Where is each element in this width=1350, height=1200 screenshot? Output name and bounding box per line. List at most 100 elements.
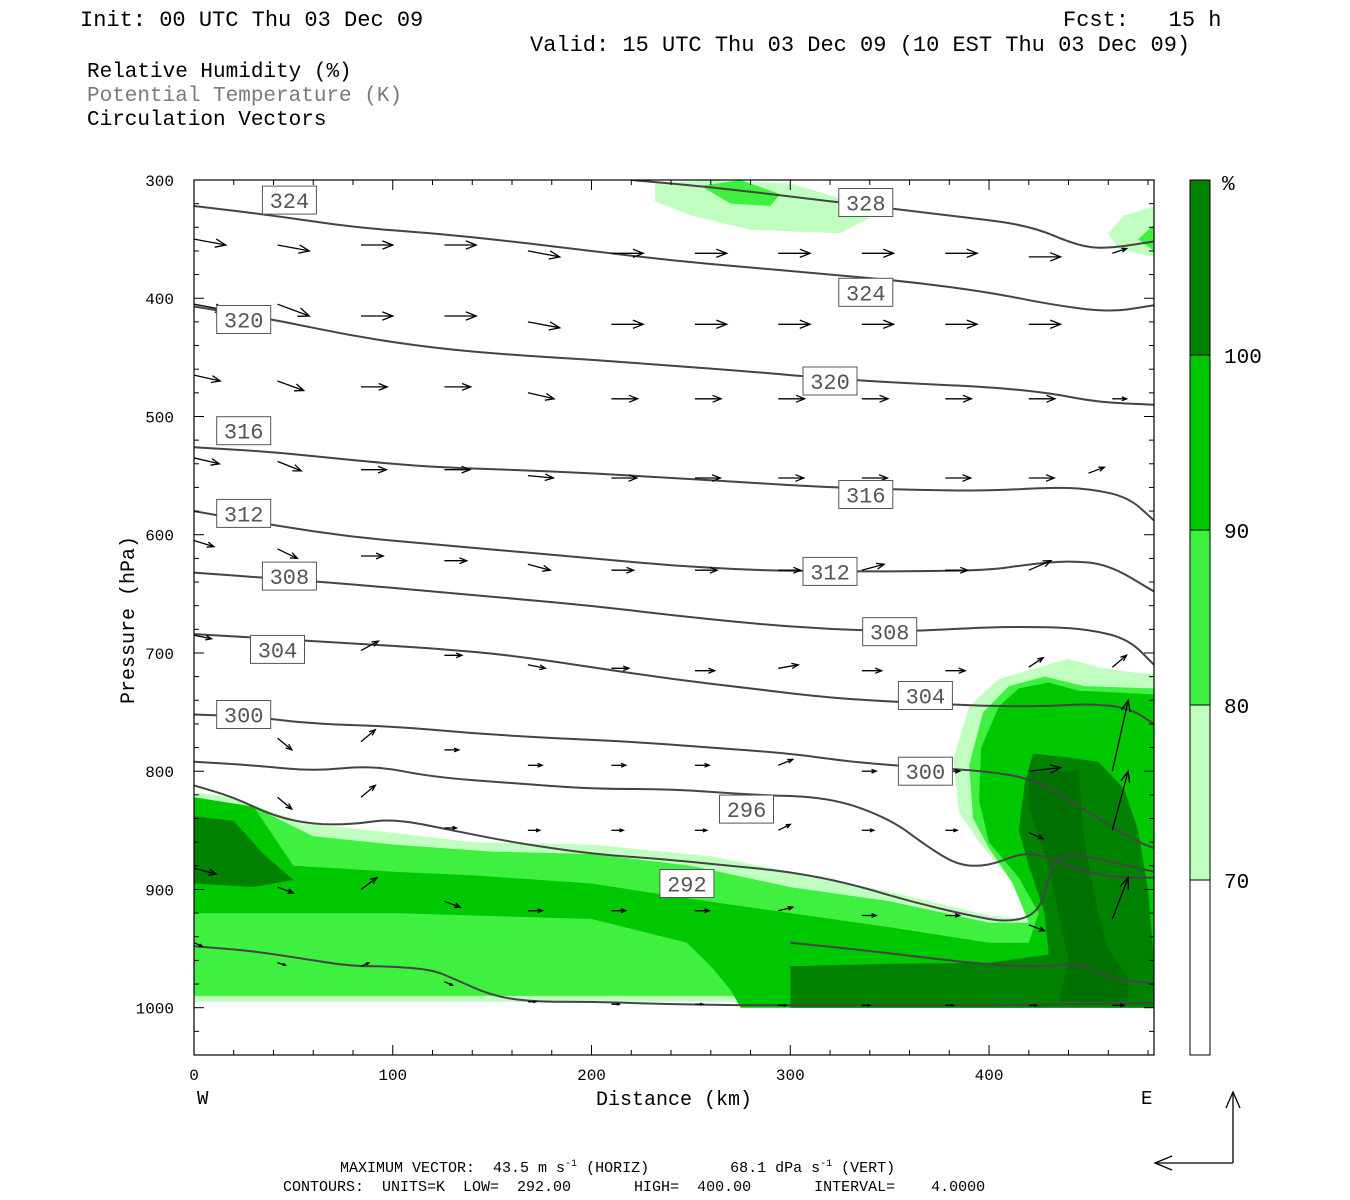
circulation-vector [1112, 247, 1129, 254]
circulation-vector [1028, 560, 1053, 571]
circulation-vector [527, 392, 556, 401]
vector-head [869, 828, 876, 833]
circulation-vector [861, 562, 886, 571]
colorbar-unit: % [1222, 174, 1235, 197]
circulation-vector [444, 825, 459, 831]
circulation-vector [194, 374, 222, 384]
vector-head [883, 248, 896, 259]
vector-shaft [1028, 560, 1052, 571]
circulation-vector [694, 248, 729, 259]
circulation-vector [1028, 319, 1063, 330]
y-tick-label: 300 [145, 173, 174, 191]
vector-head [289, 552, 299, 560]
y-tick-label: 800 [145, 764, 174, 782]
circulation-vector [194, 238, 228, 248]
contour-label-box-328-0 [838, 188, 894, 217]
vector-head [1033, 1003, 1039, 1007]
contour-label-324-0: 324 [270, 190, 310, 215]
vector-head [702, 828, 709, 833]
vector-shaft [1088, 466, 1105, 474]
vector-head [793, 566, 803, 574]
vector-head [298, 244, 312, 254]
vector-head [452, 825, 459, 831]
circulation-vector [444, 557, 469, 565]
circulation-vector [194, 867, 218, 876]
x-axis-label: Distance (km) [596, 1089, 752, 1112]
vector-shaft [360, 729, 376, 743]
vector-head [712, 394, 723, 403]
contour-label-312-1: 312 [810, 561, 850, 586]
contour-label-320-0: 320 [224, 310, 264, 335]
vector-head [628, 394, 640, 403]
vector-head [783, 1003, 789, 1007]
vector-head [1120, 769, 1131, 784]
vector-shaft [194, 457, 220, 465]
vector-head [461, 465, 472, 474]
rh-core-region [1028, 771, 1129, 1002]
vector-head [711, 474, 723, 482]
vector-shaft [277, 886, 294, 894]
contour-label-box-304-1 [897, 681, 953, 710]
vector-shaft [1111, 877, 1129, 920]
vector-shaft [194, 539, 215, 548]
circulation-vector [527, 1000, 538, 1004]
circulation-vector [778, 758, 795, 766]
vector-head [1121, 396, 1129, 402]
vector-head [1119, 875, 1129, 890]
vector-head [542, 564, 552, 572]
rh-region-100-8 [194, 816, 294, 888]
vector-shaft [194, 238, 226, 246]
circulation-vector [444, 240, 478, 250]
vector-head [198, 943, 204, 947]
vector-head [1037, 656, 1045, 663]
vector-shaft [1111, 654, 1128, 668]
y-tick-label: 700 [145, 646, 174, 664]
vector-head [292, 464, 303, 472]
vector-head [208, 868, 218, 876]
colorbar-swatch-4 [1190, 180, 1210, 355]
vector-shaft [527, 250, 560, 258]
circulation-vector [778, 474, 806, 482]
vector-head [453, 747, 461, 753]
colorbar-level-label: 90 [1224, 522, 1249, 545]
circulation-vector [1088, 466, 1106, 474]
vector-head [628, 474, 639, 482]
vector-head [459, 557, 469, 565]
contour-label-308-0: 308 [270, 566, 310, 591]
vector-head [620, 762, 628, 768]
vector-head [365, 962, 371, 966]
vector-shaft [527, 563, 551, 571]
colorbar-level-label: 100 [1224, 347, 1262, 370]
colorbar-level-label: 80 [1224, 697, 1249, 720]
relative-humidity-fill [194, 180, 1154, 1008]
theta-contour-324-1 [194, 205, 1154, 312]
circulation-vector [361, 552, 385, 560]
contour-label-296-0: 296 [727, 799, 767, 824]
vector-shaft [277, 303, 310, 317]
axis-ticks: 300 400 500 600 700 800 900 1000 0 100 200 300 400 [136, 173, 1154, 1085]
colorbar-swatch-0 [1190, 880, 1210, 1055]
circulation-vector [527, 908, 544, 914]
circulation-vector [694, 394, 723, 403]
vector-head [214, 238, 228, 248]
theta-contour-292-11 [790, 941, 1154, 986]
circulation-vector [861, 248, 896, 259]
vector-head [1045, 474, 1056, 482]
contour-label-box-316-1 [838, 480, 894, 509]
circulation-vector [277, 962, 288, 967]
vector-head [619, 828, 626, 833]
vector-shaft [778, 906, 793, 912]
vector-head [1049, 764, 1063, 774]
circulation-vector [611, 474, 639, 482]
vector-head [883, 319, 896, 330]
circulation-vector [611, 319, 645, 330]
circulation-vector [277, 548, 299, 560]
circulation-vector [694, 474, 723, 482]
vector-head [293, 383, 306, 392]
vector-shaft [194, 867, 217, 875]
field-theta-label: Potential Temperature (K) [87, 85, 402, 108]
vector-head [537, 908, 544, 914]
vector-head [382, 311, 395, 321]
vector-head [954, 912, 962, 918]
field-rh-label: Relative Humidity (%) [87, 61, 352, 84]
